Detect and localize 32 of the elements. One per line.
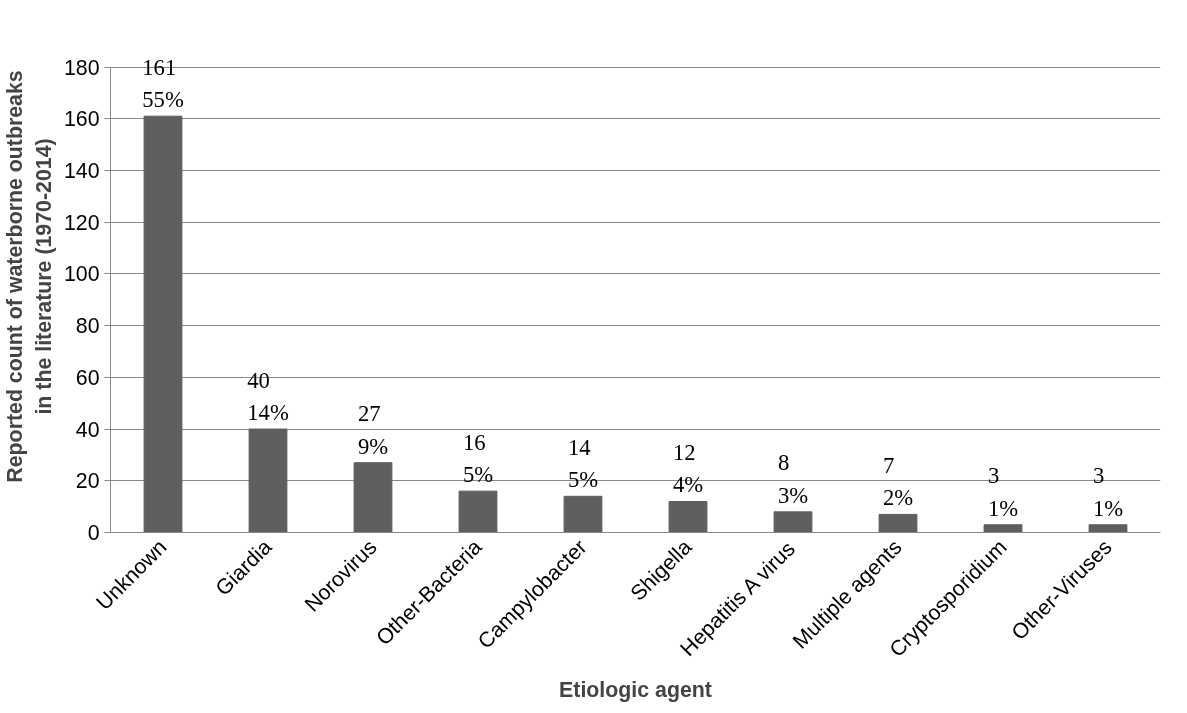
y-tick-label: 180 xyxy=(63,55,100,80)
data-label: 14 5% xyxy=(567,434,599,493)
bar xyxy=(248,428,288,533)
y-tick-label: 160 xyxy=(63,107,100,132)
y-tick-label: 60 xyxy=(75,365,100,390)
y-tick-label: 100 xyxy=(63,262,100,287)
data-label: 8 3% xyxy=(777,450,809,508)
bar xyxy=(353,462,393,533)
data-label: 3 1% xyxy=(987,463,1019,521)
y-tick-label: 40 xyxy=(75,417,100,442)
bar xyxy=(878,513,918,533)
data-label: 3 1% xyxy=(1092,463,1124,521)
bar xyxy=(773,511,813,533)
y-tick-label: 140 xyxy=(63,158,100,183)
y-tick-label: 20 xyxy=(75,469,100,494)
data-label: 7 2% xyxy=(882,452,914,511)
bar xyxy=(983,524,1023,533)
x-axis-title: Etiologic agent xyxy=(559,678,712,703)
data-label: 40 14% xyxy=(247,367,289,426)
bar xyxy=(668,500,708,533)
bar xyxy=(143,115,183,533)
bar xyxy=(1088,524,1128,533)
y-tick-label: 120 xyxy=(63,210,100,235)
bar xyxy=(563,495,603,533)
data-label: 12 4% xyxy=(672,439,704,498)
data-label: 27 9% xyxy=(357,401,389,459)
bar xyxy=(458,490,498,533)
data-label: 16 5% xyxy=(462,429,494,488)
data-label: 161 55% xyxy=(142,54,184,113)
y-axis-title: Reported count of waterborne outbreaks in the literature (1970-2014) xyxy=(3,70,56,483)
y-tick-label: 0 xyxy=(87,521,100,545)
y-tick-label: 80 xyxy=(75,314,100,339)
